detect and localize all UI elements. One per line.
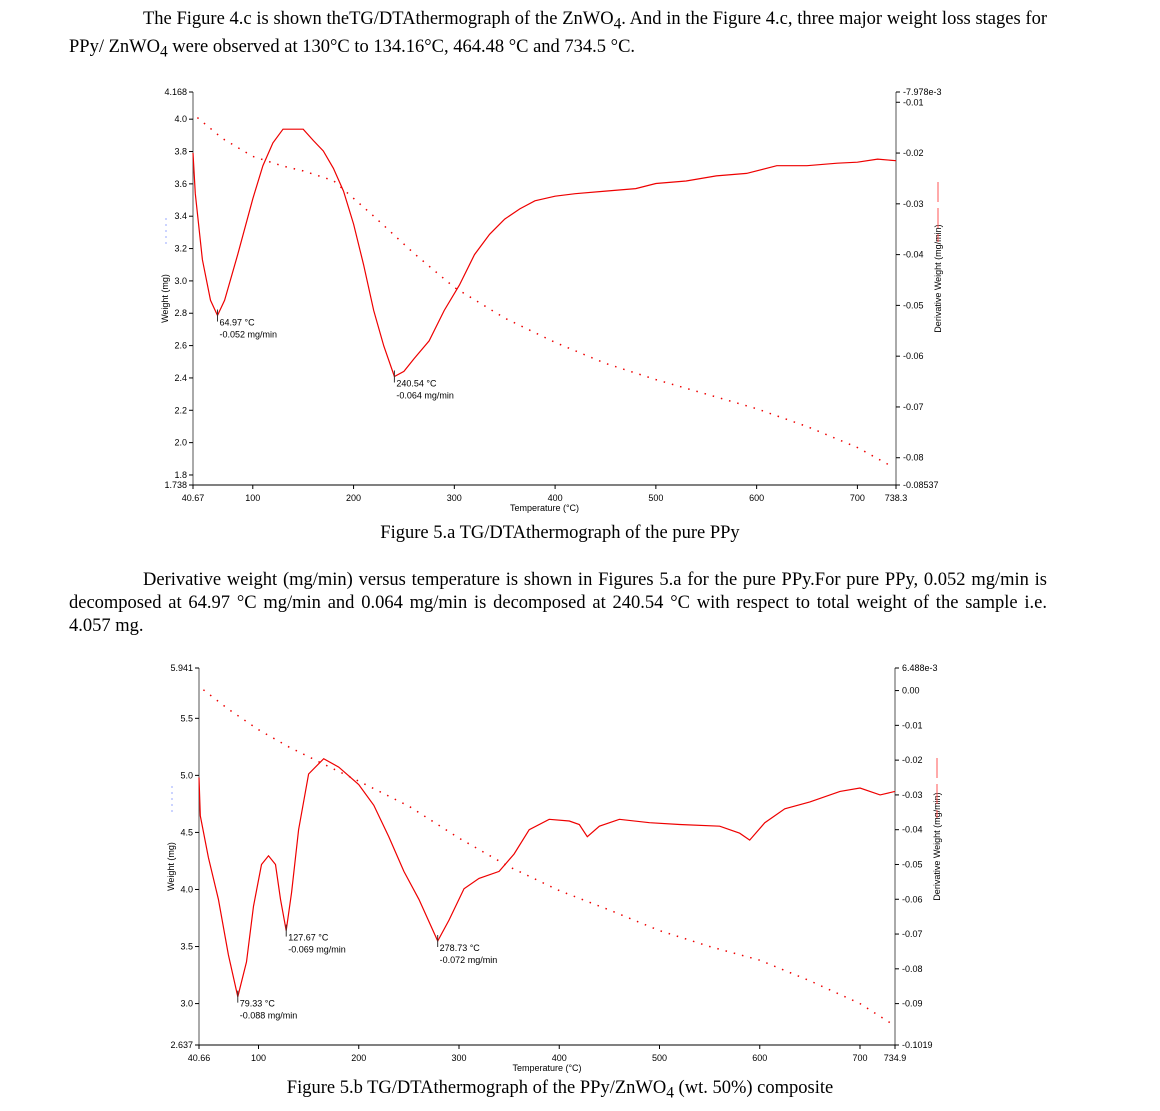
y-tick-label: 3.2 bbox=[174, 244, 187, 254]
peak-label-temp: 127.67 °C bbox=[288, 933, 329, 943]
y-tick-label: 5.5 bbox=[180, 713, 193, 723]
peak-label-temp: 79.33 °C bbox=[240, 999, 276, 1009]
x-tick-label: 600 bbox=[749, 493, 764, 503]
y2-tick-label: -0.02 bbox=[902, 755, 923, 765]
y-tick-label: 1.8 bbox=[174, 470, 187, 480]
y2-tick-label: -0.04 bbox=[903, 250, 924, 260]
x-tick-label: 738.3 bbox=[885, 493, 908, 503]
x-tick-label: 700 bbox=[852, 1053, 867, 1063]
peak-label-temp: 278.73 °C bbox=[440, 943, 481, 953]
y-axis-label: Weight (mg) bbox=[166, 842, 176, 891]
derivative-series-line bbox=[198, 757, 896, 997]
subscript: 4 bbox=[666, 1084, 674, 1102]
peak-label-temp: 240.54 °C bbox=[396, 378, 437, 388]
text: (wt. 50%) composite bbox=[673, 1078, 834, 1098]
subscript: 4 bbox=[159, 43, 168, 61]
y2-axis-label: Derivative Weight (mg/min) bbox=[933, 224, 943, 332]
y-tick-label: 2.4 bbox=[174, 373, 187, 383]
x-tick-label: 100 bbox=[245, 493, 260, 503]
x-tick-label: 100 bbox=[251, 1053, 266, 1063]
y-tick-label: 3.0 bbox=[180, 999, 193, 1009]
y-tick-label: 3.6 bbox=[174, 179, 187, 189]
y2-tick-label: -0.05 bbox=[902, 859, 923, 869]
y-tick-label: 3.0 bbox=[174, 276, 187, 286]
y2-tick-label: -0.07 bbox=[903, 402, 924, 412]
y2-tick-label: 6.488e-3 bbox=[902, 663, 938, 673]
weight-series-line bbox=[196, 117, 894, 468]
x-tick-label: 200 bbox=[346, 493, 361, 503]
x-tick-label: 40.66 bbox=[188, 1053, 211, 1063]
y-tick-label: 2.6 bbox=[174, 341, 187, 351]
y-tick-label: 2.0 bbox=[174, 438, 187, 448]
subscript: 4 bbox=[613, 15, 622, 33]
derivative-series-line bbox=[192, 128, 897, 378]
y2-tick-label: -7.978e-3 bbox=[903, 87, 942, 97]
text: The Figure 4.c is shown theTG/DTAthermog… bbox=[143, 9, 614, 29]
y2-tick-label: -0.08 bbox=[902, 964, 923, 974]
y2-tick-label: -0.05 bbox=[903, 300, 924, 310]
y-tick-label: 5.941 bbox=[170, 663, 193, 673]
y2-tick-label: -0.08 bbox=[903, 453, 924, 463]
y2-tick-label: -0.07 bbox=[902, 929, 923, 939]
chart-ppy-znwo4: 40.66 100 200 300 400 500 600 700 734.9 5.941 5.5 5… bbox=[166, 663, 942, 1073]
peak-label-rate: -0.088 mg/min bbox=[240, 1011, 298, 1021]
y2-tick-label: -0.02 bbox=[903, 148, 924, 158]
x-tick-label: 40.67 bbox=[182, 493, 205, 503]
y-tick-label: 5.0 bbox=[180, 770, 193, 780]
y-tick-label: 1.738 bbox=[164, 480, 187, 490]
y2-tick-label: -0.06 bbox=[902, 894, 923, 904]
peak-label-rate: -0.064 mg/min bbox=[396, 390, 454, 400]
paragraph-intro: The Figure 4.c is shown theTG/DTAthermog… bbox=[69, 8, 1047, 63]
y-tick-label: 4.168 bbox=[164, 87, 187, 97]
x-tick-label: 400 bbox=[548, 493, 563, 503]
x-axis-label: Temperature (°C) bbox=[510, 503, 579, 513]
y2-tick-label: 0.00 bbox=[902, 686, 920, 696]
figure-caption-5b: Figure 5.b TG/DTAthermograph of the PPy/… bbox=[0, 1078, 1120, 1103]
y2-tick-label: -0.1019 bbox=[902, 1040, 933, 1050]
y-axis-label: Weight (mg) bbox=[160, 274, 170, 323]
y-tick-label: 2.2 bbox=[174, 405, 187, 415]
y-tick-label: 4.0 bbox=[180, 884, 193, 894]
x-tick-label: 400 bbox=[552, 1053, 567, 1063]
y-tick-label: 2.637 bbox=[170, 1040, 193, 1050]
y2-tick-label: -0.09 bbox=[902, 999, 923, 1009]
text: Figure 5.b TG/DTAthermograph of the PPy/… bbox=[286, 1078, 667, 1098]
x-tick-label: 600 bbox=[752, 1053, 767, 1063]
y2-tick-label: -0.04 bbox=[902, 825, 923, 835]
text: were observed at 130°C to 134.16°C, 464.… bbox=[167, 36, 636, 57]
y-tick-label: 4.5 bbox=[180, 827, 193, 837]
text: . And in the Figure 4.c, three major wei… bbox=[69, 9, 1047, 57]
weight-series-line bbox=[202, 689, 895, 1026]
y2-tick-label: -0.01 bbox=[902, 720, 923, 730]
y2-tick-label: -0.01 bbox=[903, 97, 924, 107]
y-tick-label: 2.8 bbox=[174, 308, 187, 318]
y2-tick-label: -0.06 bbox=[903, 351, 924, 361]
figure-caption-5a: Figure 5.a TG/DTAthermograph of the pure… bbox=[380, 523, 740, 543]
paragraph-derivative: Derivative weight (mg/min) versus temper… bbox=[69, 570, 1047, 636]
y2-axis-label: Derivative Weight (mg/min) bbox=[932, 792, 942, 900]
y2-tick-label: -0.08537 bbox=[903, 480, 939, 490]
peak-label-temp: 64.97 °C bbox=[219, 318, 255, 328]
x-tick-label: 200 bbox=[351, 1053, 366, 1063]
peak-label-rate: -0.052 mg/min bbox=[219, 330, 277, 340]
y2-tick-label: -0.03 bbox=[902, 790, 923, 800]
y-tick-label: 3.5 bbox=[180, 942, 193, 952]
x-tick-label: 734.9 bbox=[884, 1053, 907, 1063]
peak-label-rate: -0.072 mg/min bbox=[440, 955, 498, 965]
chart-pure-ppy: 40.67 100 200 300 400 500 600 700 738.3 4.168 4.0 3… bbox=[160, 87, 943, 513]
x-tick-label: 500 bbox=[648, 493, 663, 503]
x-tick-label: 500 bbox=[652, 1053, 667, 1063]
x-tick-label: 300 bbox=[451, 1053, 466, 1063]
y-tick-label: 4.0 bbox=[174, 114, 187, 124]
x-tick-label: 700 bbox=[850, 493, 865, 503]
y-tick-label: 3.4 bbox=[174, 211, 187, 221]
peak-label-rate: -0.069 mg/min bbox=[288, 945, 346, 955]
y2-tick-label: -0.03 bbox=[903, 199, 924, 209]
x-tick-label: 300 bbox=[447, 493, 462, 503]
x-axis-label: Temperature (°C) bbox=[512, 1063, 581, 1073]
y-tick-label: 3.8 bbox=[174, 147, 187, 157]
